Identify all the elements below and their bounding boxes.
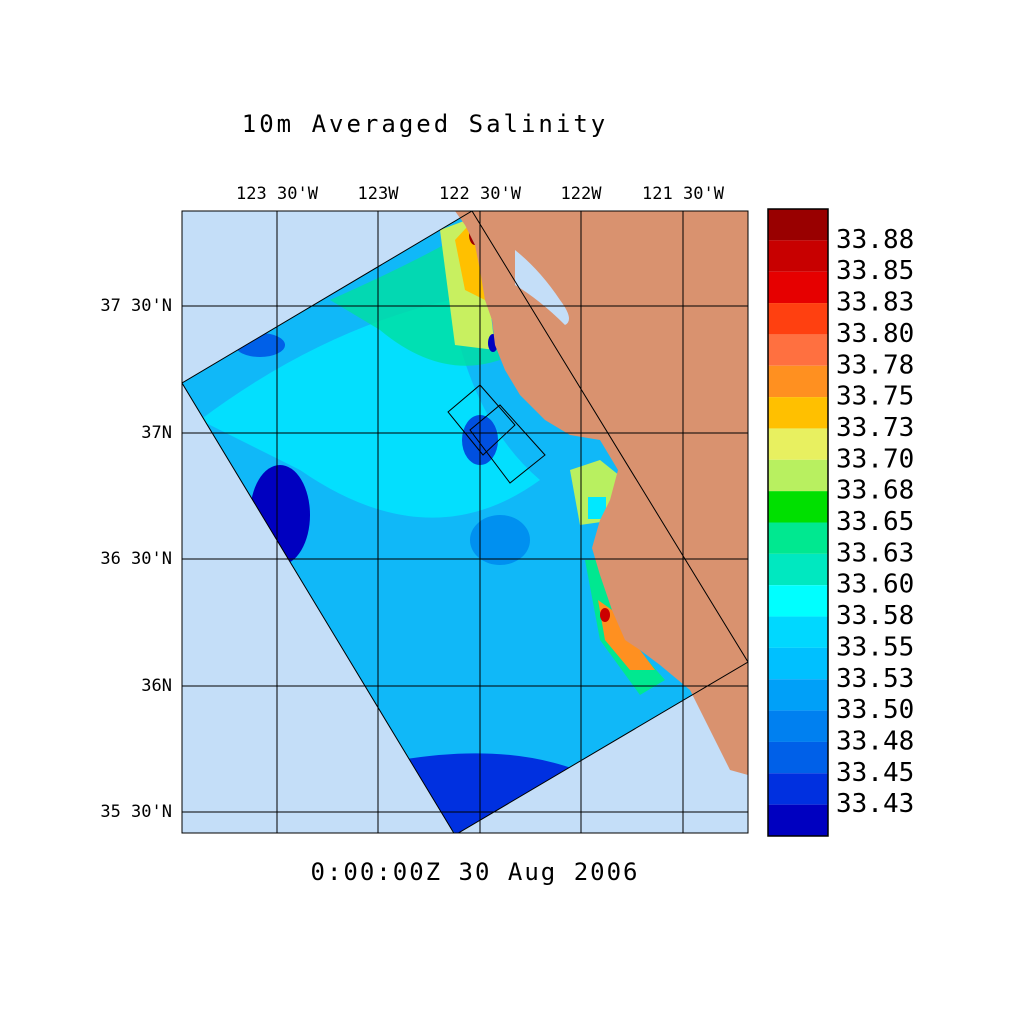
colorbar-swatch xyxy=(768,616,828,648)
land xyxy=(455,211,748,775)
colorbar-label: 33.83 xyxy=(836,288,914,318)
subdomain xyxy=(469,404,546,484)
lat-label: 35 30'N xyxy=(100,802,172,822)
lon-label: 122W xyxy=(561,184,603,204)
lon-label: 123W xyxy=(358,184,400,204)
colorbar-frame xyxy=(767,208,829,837)
colorbar-swatch xyxy=(768,710,828,742)
subdomain xyxy=(447,384,516,456)
colorbar-swatch xyxy=(768,303,828,335)
map-frame xyxy=(181,210,749,834)
colorbar-label: 33.65 xyxy=(836,507,914,537)
title: 10m Averaged Salinity xyxy=(242,110,608,138)
colorbar-swatch xyxy=(768,741,828,774)
colorbar-label: 33.48 xyxy=(836,726,914,756)
colorbar-label: 33.50 xyxy=(836,695,914,725)
colorbar-label: 33.55 xyxy=(836,632,914,662)
lon-label: 121 30'W xyxy=(642,184,725,204)
colorbar-label: 33.60 xyxy=(836,570,914,600)
colorbar-label: 33.73 xyxy=(836,413,914,443)
colorbar-label: 33.88 xyxy=(836,225,914,255)
colorbar-label: 33.78 xyxy=(836,350,914,380)
colorbar-swatch xyxy=(768,553,828,586)
colorbar-swatch xyxy=(768,397,828,429)
colorbar-swatch xyxy=(768,459,828,492)
colorbar-label: 33.58 xyxy=(836,601,914,631)
colorbar-swatch xyxy=(768,679,828,711)
colorbar-label: 33.45 xyxy=(836,758,914,788)
colorbar-label: 33.63 xyxy=(836,538,914,568)
lat-label: 36 30'N xyxy=(100,549,172,569)
model-domain xyxy=(182,211,748,833)
colorbar-swatch xyxy=(768,428,828,460)
colorbar-label: 33.43 xyxy=(836,789,914,819)
colorbar-swatch xyxy=(768,647,828,680)
colorbar-swatch xyxy=(768,240,828,272)
colorbar-swatch xyxy=(768,585,828,617)
timestamp: 0:00:00Z 30 Aug 2006 xyxy=(311,858,640,886)
colorbar-label: 33.68 xyxy=(836,476,914,506)
lon-label: 122 30'W xyxy=(439,184,522,204)
colorbar-label: 33.75 xyxy=(836,382,914,412)
colorbar-swatch xyxy=(768,804,828,836)
lon-label: 123 30'W xyxy=(236,184,319,204)
lat-label: 37N xyxy=(141,423,172,443)
colorbar-swatch xyxy=(768,773,828,805)
colorbar-swatch xyxy=(768,271,828,304)
colorbar-swatch xyxy=(768,522,828,554)
colorbar-swatch xyxy=(768,209,828,241)
lat-label: 37 30'N xyxy=(100,296,172,316)
colorbar-label: 33.80 xyxy=(836,319,914,349)
colorbar-swatch xyxy=(768,334,828,366)
map-area xyxy=(182,211,748,833)
colorbar-swatch xyxy=(768,491,828,523)
colorbar-swatch xyxy=(768,365,828,398)
colorbar-label: 33.53 xyxy=(836,664,914,694)
lat-label: 36N xyxy=(141,676,172,696)
colorbar-label: 33.70 xyxy=(836,444,914,474)
colorbar-label: 33.85 xyxy=(836,256,914,286)
